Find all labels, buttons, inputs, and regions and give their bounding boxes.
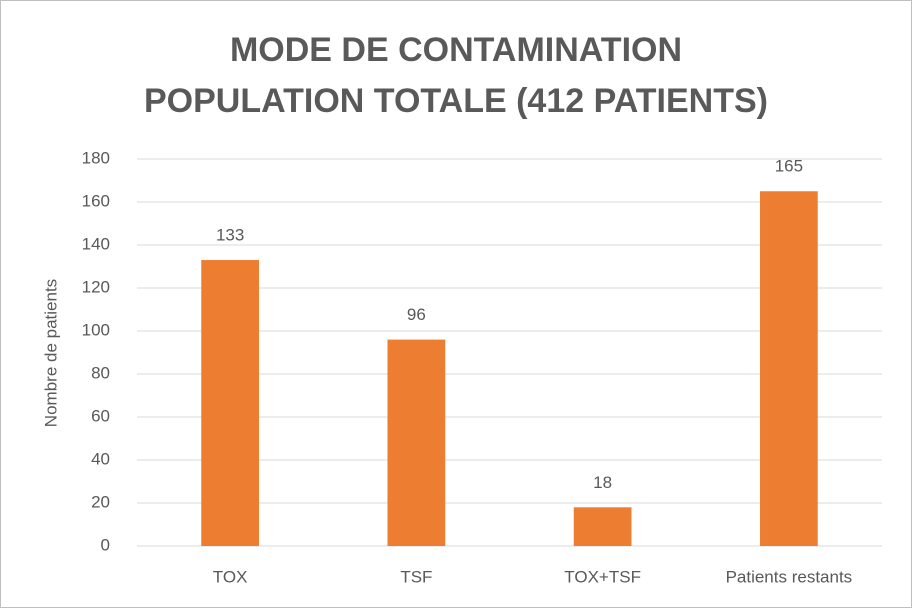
bar <box>201 260 259 546</box>
y-tick-label: 100 <box>82 320 110 339</box>
bar <box>387 339 446 546</box>
y-axis-label: Nombre de patients <box>41 279 60 427</box>
y-tick-label: 60 <box>91 406 110 425</box>
chart-title: MODE DE CONTAMINATION <box>230 31 682 69</box>
y-tick-label: 160 <box>82 191 110 210</box>
x-tick-label: TOX+TSF <box>564 567 641 586</box>
y-tick-label: 120 <box>82 277 110 296</box>
data-label: 96 <box>407 305 426 324</box>
bar <box>760 191 818 546</box>
y-tick-label: 20 <box>91 492 110 511</box>
y-tick-label: 140 <box>82 234 110 253</box>
data-label: 165 <box>775 157 803 176</box>
bar <box>573 507 632 546</box>
y-tick-label: 40 <box>91 449 110 468</box>
data-label: 133 <box>216 226 244 245</box>
y-tick-label: 0 <box>101 535 110 554</box>
y-tick-label: 80 <box>91 363 110 382</box>
x-tick-label: Patients restants <box>726 567 853 586</box>
x-tick-label: TOX <box>213 567 248 586</box>
y-tick-label: 180 <box>82 148 110 167</box>
x-tick-label: TSF <box>400 567 432 586</box>
chart-title: POPULATION TOTALE (412 PATIENTS) <box>144 82 768 120</box>
data-label: 18 <box>593 473 612 492</box>
